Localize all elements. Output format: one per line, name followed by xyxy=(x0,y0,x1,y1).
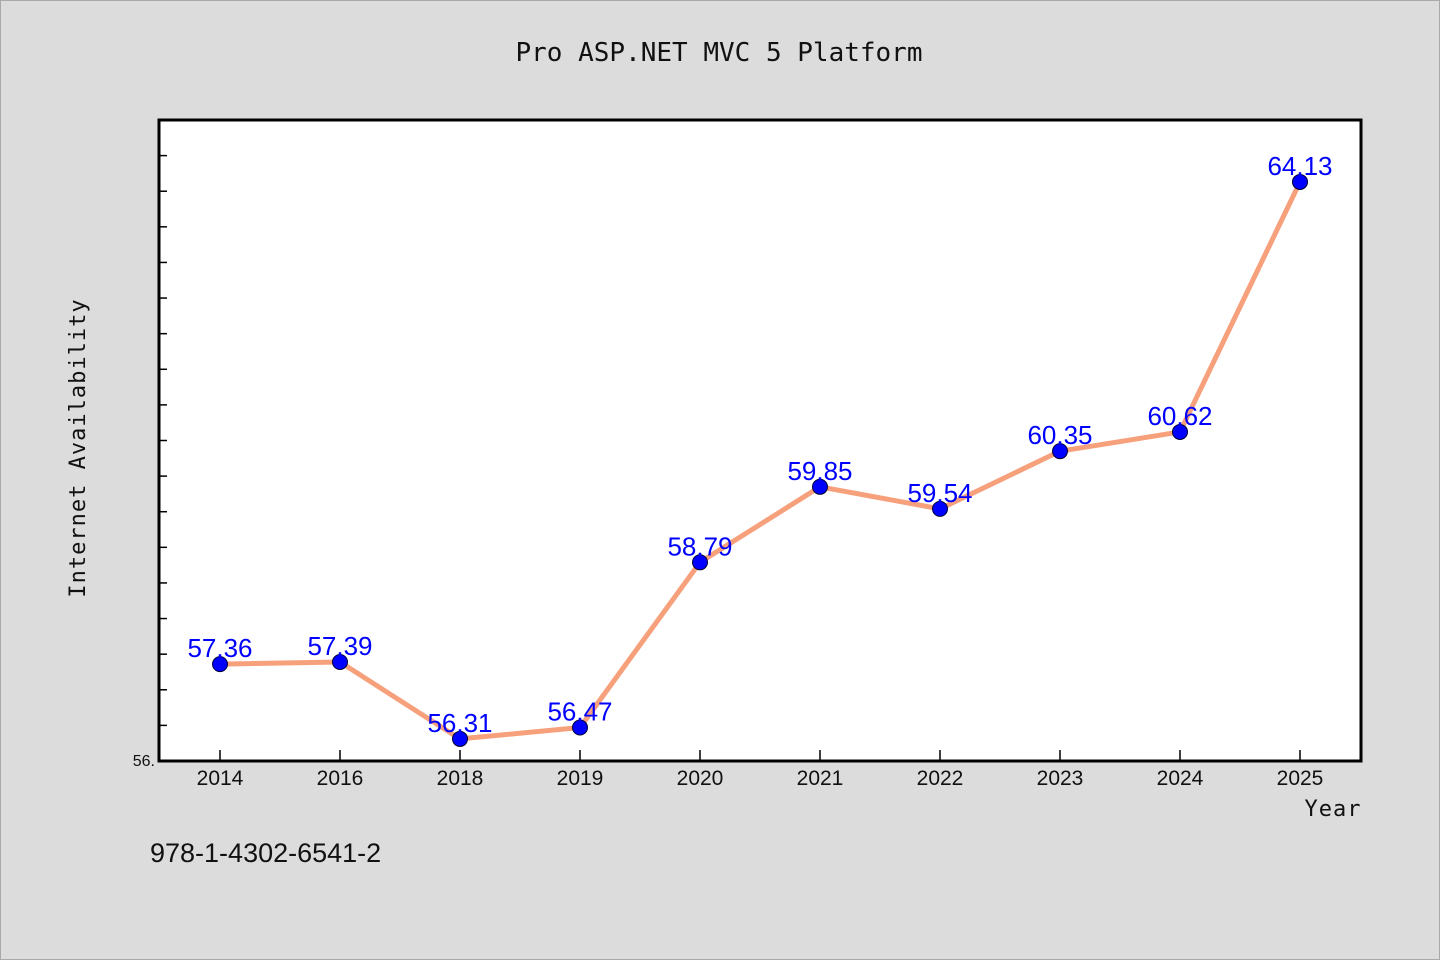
plot-area xyxy=(159,120,1361,761)
x-tick-label: 2020 xyxy=(677,767,724,790)
data-point xyxy=(692,554,708,571)
x-tick-label: 2025 xyxy=(1277,767,1324,790)
x-tick-label: 2016 xyxy=(317,767,364,790)
x-tick-label: 2019 xyxy=(557,767,604,790)
x-axis-ticks: 2014 2016 2018 2019 2020 2021 2022 2023 2024 2025 xyxy=(197,750,1324,790)
data-label: 64.13 xyxy=(1267,151,1332,181)
data-point xyxy=(1172,423,1188,440)
data-label: 60.35 xyxy=(1027,420,1092,450)
data-point xyxy=(212,656,228,673)
data-label: 59.85 xyxy=(787,456,852,486)
data-label: 58.79 xyxy=(667,531,732,561)
x-tick-label: 2023 xyxy=(1037,767,1084,790)
x-tick-label: 2022 xyxy=(917,767,964,790)
data-point xyxy=(452,730,468,747)
data-label: 60.62 xyxy=(1147,401,1212,431)
footnote-isbn: 978-1-4302-6541-2 xyxy=(150,838,381,868)
series-layer: 57.36 57.39 56.31 56.47 58.79 59.85 59.54 60.35… xyxy=(187,151,1333,747)
x-axis-title: Year xyxy=(1305,797,1362,822)
data-label: 57.39 xyxy=(307,631,372,661)
y-tick-label: 56. xyxy=(133,753,155,770)
plot-border xyxy=(157,118,1363,763)
x-tick-label: 2018 xyxy=(437,767,484,790)
x-tick-label: 2014 xyxy=(197,767,244,790)
x-tick-label: 2024 xyxy=(1157,767,1204,790)
data-point xyxy=(932,500,948,517)
x-tick-label: 2021 xyxy=(797,767,844,790)
data-point xyxy=(332,654,348,671)
data-point xyxy=(572,719,588,736)
data-label: 57.36 xyxy=(187,633,252,663)
data-point xyxy=(812,478,828,495)
data-label: 56.31 xyxy=(427,708,492,738)
y-axis-title: Internet Availability xyxy=(66,298,91,597)
data-label: 56.47 xyxy=(547,697,612,727)
data-point xyxy=(1292,173,1308,190)
series-line xyxy=(217,179,1303,742)
data-label: 59.54 xyxy=(907,478,972,508)
data-point xyxy=(1052,443,1068,460)
chart-title: Pro ASP.NET MVC 5 Platform xyxy=(516,38,923,68)
